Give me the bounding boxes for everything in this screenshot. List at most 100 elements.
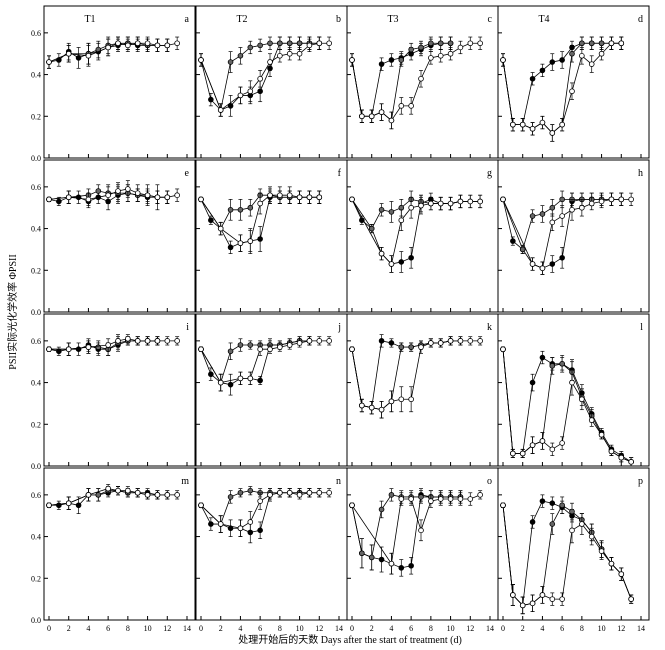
data-point: [296, 194, 303, 201]
data-point: [579, 396, 585, 403]
panel-frame: [346, 5, 499, 159]
data-point: [227, 381, 234, 388]
data-point: [539, 438, 546, 444]
series-line: [351, 340, 481, 411]
y-tick-label: 0.2: [31, 112, 41, 121]
series-line: [502, 198, 632, 269]
data-point: [134, 489, 141, 496]
data-point: [368, 225, 375, 232]
data-point: [539, 211, 546, 217]
data-point: [569, 379, 575, 386]
data-point: [447, 50, 454, 57]
x-tick-label: 10: [598, 624, 606, 633]
y-tick-label: 0.4: [31, 379, 41, 388]
panel-frame: [195, 313, 348, 467]
x-axis-label: 处理开始后的天数 Days after the start of treatme…: [238, 633, 462, 646]
x-tick-label: 2: [67, 624, 71, 633]
data-point: [85, 52, 92, 59]
data-point: [628, 596, 634, 602]
data-point: [154, 194, 161, 201]
data-point: [174, 40, 180, 47]
panel-letter: k: [487, 322, 492, 333]
panel-letter: c: [488, 14, 493, 25]
data-point: [95, 492, 102, 498]
y-tick-label: 0.0: [31, 616, 41, 625]
data-point: [227, 207, 234, 213]
data-point: [257, 346, 263, 353]
data-point: [618, 40, 625, 47]
data-point: [549, 261, 556, 267]
series-line: [48, 340, 158, 352]
data-point: [408, 344, 414, 350]
data-point: [398, 496, 405, 502]
data-point: [75, 502, 82, 509]
data-point: [257, 75, 263, 82]
series-line: [351, 42, 481, 122]
data-point: [296, 492, 303, 498]
data-point: [144, 492, 151, 498]
series-filled: [349, 192, 483, 273]
data-point: [598, 198, 605, 205]
data-point: [164, 492, 171, 498]
data-point: [559, 596, 565, 602]
data-point: [598, 40, 605, 47]
data-point: [247, 342, 254, 348]
data-point: [306, 338, 313, 344]
data-point: [237, 342, 244, 348]
panel-frame: [195, 5, 348, 159]
data-point: [267, 192, 273, 199]
panel-letter: m: [181, 476, 189, 487]
series-line: [351, 494, 461, 569]
series-grey: [46, 336, 161, 356]
data-point: [46, 59, 52, 65]
data-point: [174, 192, 180, 199]
data-point: [467, 40, 474, 47]
data-point: [539, 592, 546, 598]
data-point: [519, 121, 526, 128]
x-tick-label: 14: [637, 624, 645, 633]
data-point: [174, 492, 180, 498]
panel-letter: d: [638, 14, 643, 25]
y-axis-label: PSII实际光化学效率 ΦPSII: [6, 254, 19, 369]
data-point: [247, 44, 254, 51]
data-point: [154, 338, 161, 344]
data-point: [208, 96, 214, 103]
panel-letter: l: [640, 322, 643, 333]
data-point: [408, 562, 414, 569]
series-open: [198, 36, 332, 117]
data-point: [579, 52, 585, 59]
panel-n: n 0 2 4 6 8 10 12 14: [195, 467, 348, 633]
data-point: [539, 354, 546, 361]
data-point: [437, 40, 444, 47]
data-point: [388, 261, 395, 267]
data-point: [378, 406, 385, 413]
data-point: [408, 204, 414, 211]
data-point: [144, 338, 151, 344]
x-tick-label: 4: [540, 624, 544, 633]
panel-frame: [497, 313, 650, 467]
data-point: [588, 417, 595, 423]
x-tick-label: 4: [238, 624, 242, 633]
data-point: [588, 40, 595, 47]
data-point: [286, 50, 293, 57]
x-tick-label: 6: [409, 624, 413, 633]
data-point: [227, 59, 234, 65]
x-tick-label: 4: [86, 624, 90, 633]
y-tick-label: 0.0: [31, 154, 41, 163]
data-point: [316, 489, 323, 496]
series-open: [500, 346, 634, 467]
y-tick-label: 0.6: [31, 29, 41, 38]
panel-h: h: [497, 159, 650, 313]
x-tick-label: 0: [350, 624, 354, 633]
data-point: [75, 346, 82, 353]
x-tick-label: 10: [296, 624, 304, 633]
series-open: [46, 484, 180, 510]
data-point: [608, 196, 615, 203]
data-point: [75, 55, 82, 61]
series-line: [502, 504, 632, 606]
data-point: [296, 340, 303, 346]
panel-letter: n: [336, 476, 341, 487]
data-point: [306, 489, 313, 496]
data-point: [105, 192, 111, 199]
data-point: [277, 192, 283, 199]
